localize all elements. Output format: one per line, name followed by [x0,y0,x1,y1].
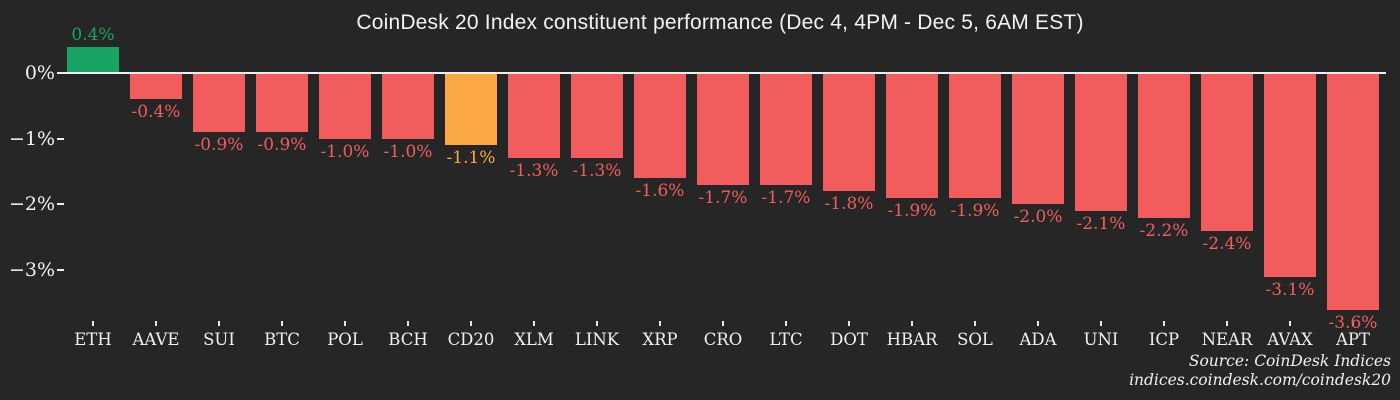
bar-value-label: -0.9% [194,135,244,156]
source-line: Source: CoinDesk Indices [1188,352,1391,371]
bar-CRO [697,73,749,185]
x-tick-mark [785,321,787,326]
category-label: DOT [830,330,868,349]
bar-UNI [1075,73,1127,211]
category-label: NEAR [1201,330,1253,349]
x-tick-mark [218,321,220,326]
category-label: UNI [1083,330,1119,349]
x-tick-mark [659,321,661,326]
x-tick-mark [722,321,724,326]
bar-ADA [1012,73,1064,205]
bar-AVAX [1264,73,1316,277]
bar-SUI [193,73,245,133]
y-tick-label: −3% [8,259,55,282]
x-tick-mark [92,321,94,326]
y-tick-mark [57,203,64,206]
bar-ETH [67,46,119,73]
bar-value-label: -1.9% [950,200,1000,221]
x-tick-mark [407,321,409,326]
x-tick-mark [1289,321,1291,326]
x-tick-mark [470,321,472,326]
x-tick-mark [344,321,346,326]
x-tick-mark [911,321,913,326]
category-label: POL [327,330,363,349]
x-tick-mark [1037,321,1039,326]
y-tick-mark [57,269,64,272]
bar-HBAR [886,73,938,198]
category-label: SOL [957,330,993,349]
bar-value-label: -1.8% [824,194,874,215]
bar-value-label: -1.7% [761,187,811,208]
bar-LTC [760,73,812,185]
zero-axis-line [57,72,1386,74]
bar-BTC [256,73,308,133]
bar-value-label: -1.0% [320,141,370,162]
bar-value-label: -0.9% [257,135,307,156]
bar-value-label: -2.0% [1013,207,1063,228]
bar-ICP [1138,73,1190,218]
category-label: SUI [203,330,235,349]
category-label: ADA [1019,330,1057,349]
category-label: LTC [769,330,803,349]
category-label: AAVE [132,330,180,349]
x-tick-mark [1352,321,1354,326]
bar-DOT [823,73,875,192]
category-label: BCH [388,330,428,349]
bar-XRP [634,73,686,179]
category-label: ETH [74,330,112,349]
bar-value-label: 0.4% [71,24,115,45]
y-tick-label: 0% [24,62,55,84]
category-label: CD20 [447,330,495,349]
bar-value-label: -3.6% [1328,312,1378,333]
bar-XLM [508,73,560,159]
bar-value-label: -1.0% [383,141,433,162]
bar-SOL [949,73,1001,198]
bar-BCH [382,73,434,139]
category-label: ICP [1148,330,1180,349]
category-label: APT [1335,330,1371,349]
x-tick-mark [1163,321,1165,326]
source-attribution: Source: CoinDesk Indices indices.coindes… [1129,352,1391,389]
bar-POL [319,73,371,139]
x-tick-mark [155,321,157,326]
bar-value-label: -3.1% [1265,279,1315,300]
y-tick-label: −1% [8,127,55,150]
y-tick-label: −2% [8,193,55,216]
y-tick-mark [57,137,64,140]
bar-APT [1327,73,1379,310]
bar-LINK [571,73,623,159]
bar-value-label: -1.6% [635,181,685,202]
category-label: BTC [264,330,300,349]
bar-value-label: -1.1% [446,148,496,169]
x-tick-mark [281,321,283,326]
category-label: CRO [703,330,743,349]
x-tick-mark [1100,321,1102,326]
x-tick-mark [974,321,976,326]
bar-value-label: -2.4% [1202,233,1252,254]
bar-value-label: -1.9% [887,200,937,221]
x-tick-mark [596,321,598,326]
x-tick-mark [533,321,535,326]
bar-value-label: -2.2% [1139,220,1189,241]
bar-value-label: -1.7% [698,187,748,208]
x-tick-mark [848,321,850,326]
category-label: XLM [514,330,554,349]
source-url: indices.coindesk.com/coindesk20 [1129,370,1391,389]
category-label: AVAX [1267,330,1313,349]
bar-value-label: -1.3% [509,161,559,182]
x-tick-mark [1226,321,1228,326]
bar-value-label: -0.4% [131,102,181,123]
bar-value-label: -1.3% [572,161,622,182]
category-label: XRP [642,330,678,349]
chart-title: CoinDesk 20 Index constituent performanc… [356,11,1084,34]
bar-CD20 [445,73,497,146]
category-label: LINK [574,330,620,349]
category-label: HBAR [886,330,938,349]
bar-value-label: -2.1% [1076,213,1126,234]
bar-AAVE [130,73,182,100]
bar-NEAR [1201,73,1253,231]
